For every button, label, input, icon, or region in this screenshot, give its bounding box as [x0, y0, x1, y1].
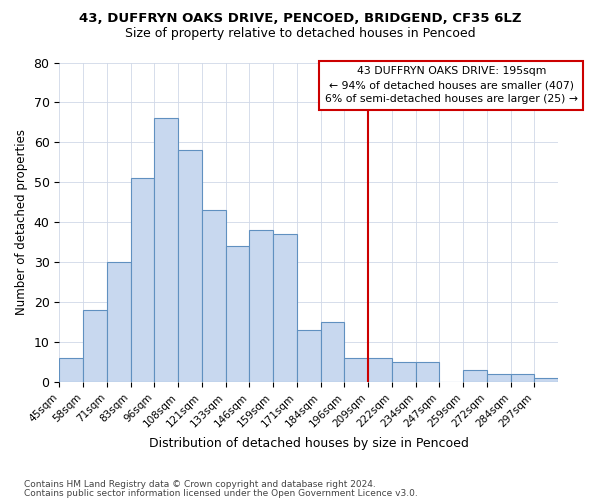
Bar	[59, 358, 83, 382]
Bar	[226, 246, 250, 382]
Y-axis label: Number of detached properties: Number of detached properties	[15, 130, 28, 316]
Bar	[392, 362, 416, 382]
Bar	[178, 150, 202, 382]
Bar	[107, 262, 131, 382]
Text: Contains HM Land Registry data © Crown copyright and database right 2024.: Contains HM Land Registry data © Crown c…	[24, 480, 376, 489]
Bar	[83, 310, 107, 382]
Bar	[487, 374, 511, 382]
Text: Contains public sector information licensed under the Open Government Licence v3: Contains public sector information licen…	[24, 488, 418, 498]
Bar	[273, 234, 297, 382]
Bar	[154, 118, 178, 382]
Bar	[511, 374, 535, 382]
Bar	[463, 370, 487, 382]
Text: 43, DUFFRYN OAKS DRIVE, PENCOED, BRIDGEND, CF35 6LZ: 43, DUFFRYN OAKS DRIVE, PENCOED, BRIDGEN…	[79, 12, 521, 26]
Text: Size of property relative to detached houses in Pencoed: Size of property relative to detached ho…	[125, 28, 475, 40]
Bar	[344, 358, 368, 382]
Bar	[416, 362, 439, 382]
Bar	[131, 178, 154, 382]
Bar	[297, 330, 320, 382]
X-axis label: Distribution of detached houses by size in Pencoed: Distribution of detached houses by size …	[149, 437, 469, 450]
Bar	[535, 378, 558, 382]
Bar	[250, 230, 273, 382]
Bar	[202, 210, 226, 382]
Bar	[320, 322, 344, 382]
Text: 43 DUFFRYN OAKS DRIVE: 195sqm
← 94% of detached houses are smaller (407)
6% of s: 43 DUFFRYN OAKS DRIVE: 195sqm ← 94% of d…	[325, 66, 578, 104]
Bar	[368, 358, 392, 382]
